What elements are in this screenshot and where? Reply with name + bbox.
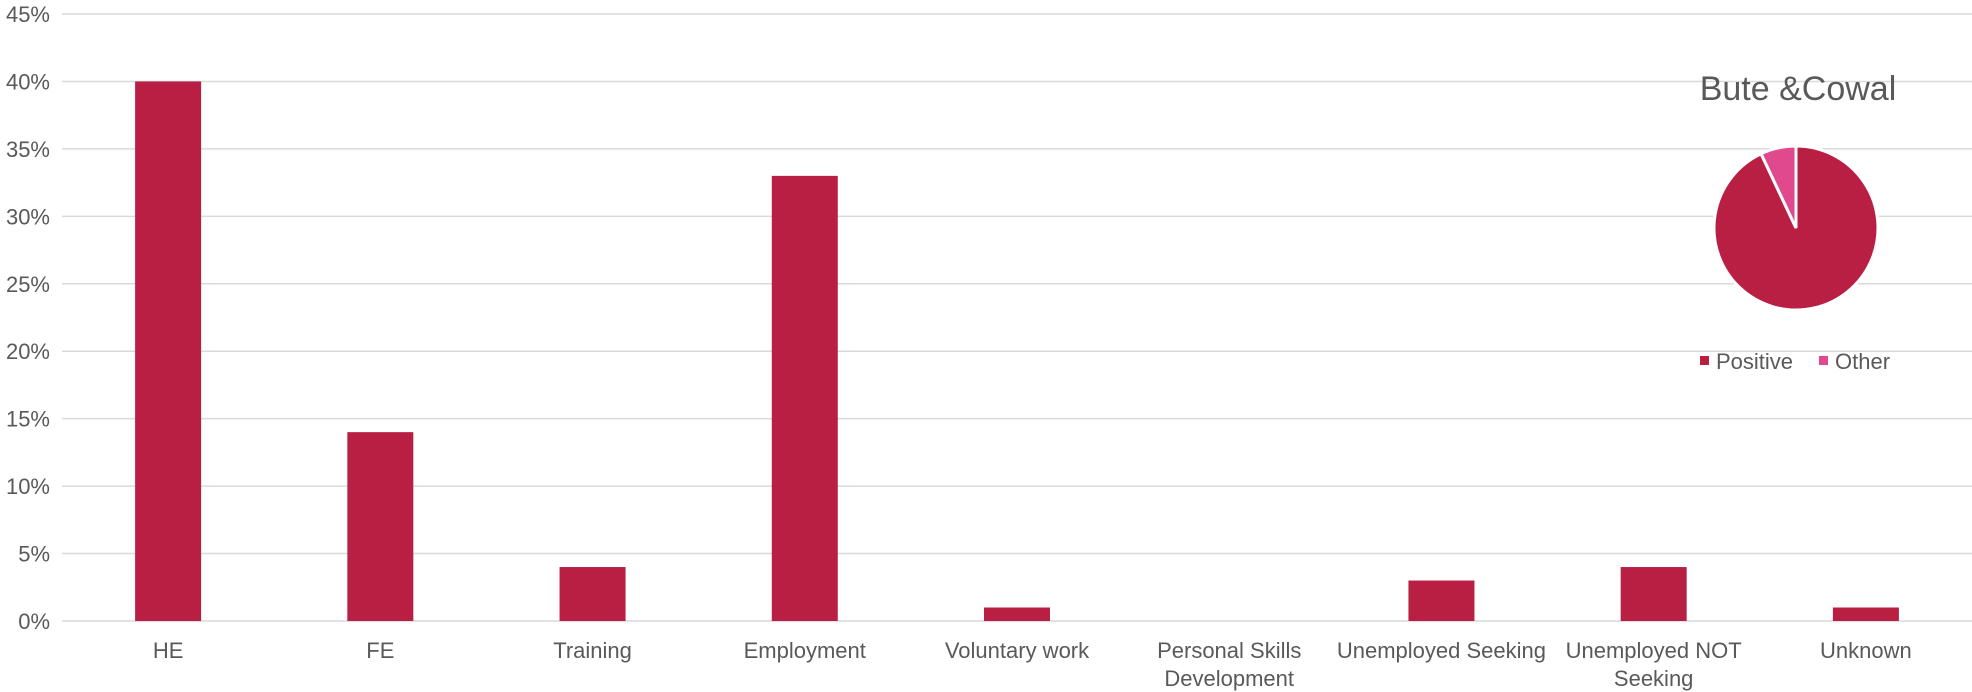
bar [1620, 567, 1687, 621]
x-category-label: HE [153, 638, 184, 663]
pie-slices [1712, 144, 1880, 312]
pie-title: Bute &Cowal [1700, 70, 1897, 108]
x-category-label: Training [553, 638, 632, 663]
x-category-label: Voluntary work [945, 638, 1090, 663]
x-category-label: Seeking [1614, 666, 1694, 691]
pie-slice-other [1759, 144, 1798, 229]
y-tick-label: 15% [6, 407, 50, 432]
x-category-label: Employment [744, 638, 866, 663]
bar [559, 567, 626, 621]
bar [984, 607, 1050, 621]
pie-legend: Positive Other [1700, 349, 1890, 374]
y-tick-label: 25% [6, 272, 50, 297]
bar [1832, 607, 1899, 621]
x-category-label: Development [1164, 666, 1294, 691]
y-tick-label: 0% [18, 609, 50, 634]
x-category-label: FE [366, 638, 394, 663]
y-tick-label: 10% [6, 474, 50, 499]
y-tick-label: 5% [18, 542, 50, 567]
y-axis-tick-labels: 0% 5% 10% 15% 20% 25% 30% 35% 40% 45% [6, 2, 50, 634]
x-category-label: Unemployed NOT [1566, 638, 1742, 663]
legend-swatch-positive [1700, 356, 1709, 365]
bar-series [135, 81, 1899, 621]
x-category-label: Unemployed Seeking [1337, 638, 1546, 663]
bar [1408, 580, 1475, 621]
legend-label-other: Other [1835, 349, 1890, 374]
y-tick-label: 35% [6, 137, 50, 162]
y-tick-label: 30% [6, 204, 50, 229]
bar [135, 81, 202, 621]
legend-label-positive: Positive [1716, 349, 1793, 374]
bar [771, 175, 838, 621]
legend-swatch-other [1819, 356, 1828, 365]
x-category-label: Personal Skills [1157, 638, 1301, 663]
y-tick-label: 40% [6, 69, 50, 94]
x-axis-category-labels: HE FE Training Employment Voluntary work Pers… [153, 638, 1912, 691]
pie-chart: Bute &Cowal Positive Other [1700, 70, 1897, 374]
y-tick-label: 20% [6, 339, 50, 364]
bar [347, 432, 414, 621]
y-tick-label: 45% [6, 2, 50, 27]
x-category-label: Unknown [1820, 638, 1912, 663]
